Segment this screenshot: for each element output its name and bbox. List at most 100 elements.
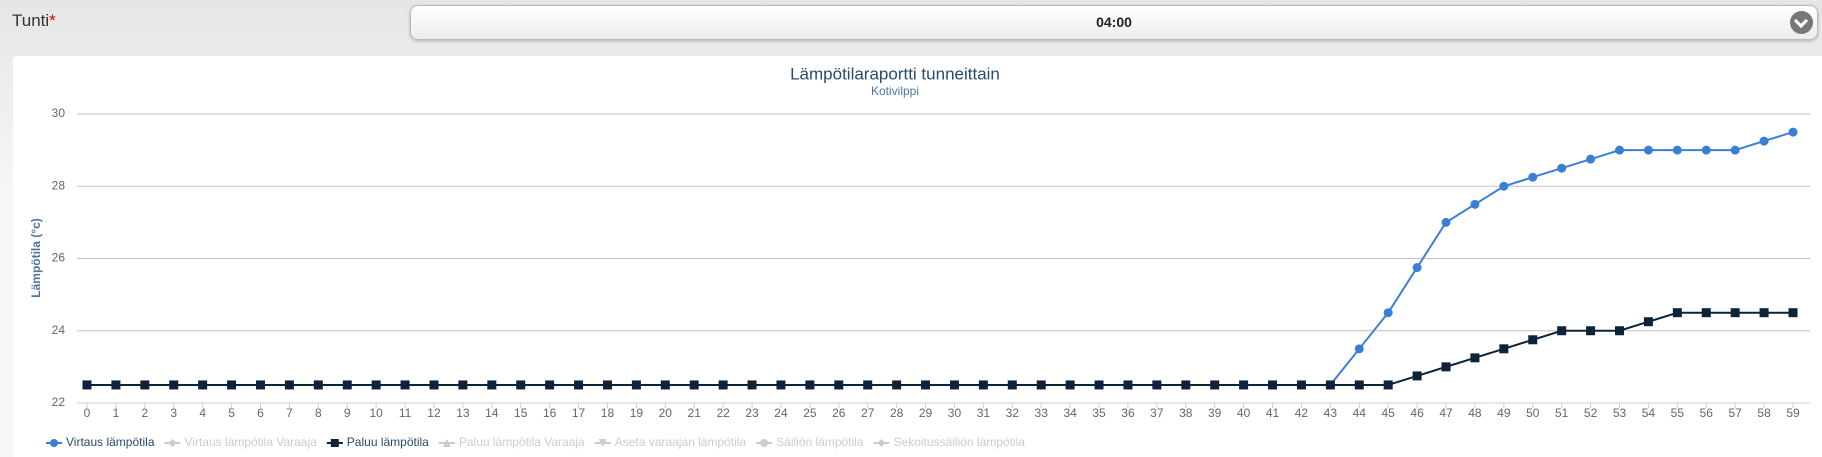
x-tick-label: 13 <box>456 406 470 420</box>
legend-marker <box>50 439 58 447</box>
y-tick-label: 26 <box>52 251 66 265</box>
chart-subtitle: Kotivilppi <box>871 84 919 98</box>
x-tick-label: 16 <box>543 406 557 420</box>
x-tick-label: 2 <box>141 406 148 420</box>
data-point <box>1152 380 1162 390</box>
data-point <box>1065 380 1075 390</box>
data-point <box>1470 353 1480 363</box>
data-point <box>1499 181 1509 191</box>
legend-item[interactable]: Säiliön lämpötila <box>776 435 864 449</box>
hour-select[interactable]: 04:00 <box>410 5 1818 40</box>
x-tick-label: 32 <box>1006 406 1020 420</box>
y-axis-label: Lämpötila (°c) <box>29 218 43 297</box>
x-tick-label: 8 <box>315 406 322 420</box>
data-point <box>1239 380 1249 390</box>
data-point <box>949 380 959 390</box>
x-tick-label: 53 <box>1613 406 1627 420</box>
x-tick-label: 42 <box>1295 406 1309 420</box>
data-point <box>140 380 150 390</box>
legend-marker <box>168 439 177 447</box>
data-point <box>1643 145 1653 155</box>
legend-item[interactable]: Paluu lämpötila <box>347 435 429 449</box>
x-tick-label: 43 <box>1324 406 1338 420</box>
data-point <box>892 380 902 390</box>
x-tick-label: 31 <box>977 406 991 420</box>
x-tick-label: 27 <box>861 406 875 420</box>
data-point <box>776 380 786 390</box>
x-tick-label: 46 <box>1410 406 1424 420</box>
legend-marker <box>877 439 886 447</box>
x-tick-label: 23 <box>745 406 759 420</box>
data-point <box>1788 308 1798 318</box>
x-tick-label: 14 <box>485 406 499 420</box>
data-point <box>1210 380 1220 390</box>
data-point <box>255 380 265 390</box>
x-tick-label: 26 <box>832 406 846 420</box>
x-tick-label: 29 <box>919 406 933 420</box>
x-tick-label: 51 <box>1555 406 1569 420</box>
x-tick-label: 48 <box>1468 406 1482 420</box>
data-point <box>1586 326 1596 336</box>
x-tick-label: 59 <box>1786 406 1800 420</box>
x-tick-label: 21 <box>688 406 702 420</box>
data-point <box>342 380 352 390</box>
data-point <box>805 380 815 390</box>
data-point <box>1412 263 1422 273</box>
data-point <box>284 380 294 390</box>
x-tick-label: 54 <box>1642 406 1656 420</box>
data-point <box>718 380 728 390</box>
legend-item[interactable]: Aseta varaajan lämpötila <box>615 435 747 449</box>
data-point <box>487 380 497 390</box>
legend-marker <box>442 439 451 447</box>
data-point <box>198 380 208 390</box>
x-tick-label: 44 <box>1353 406 1367 420</box>
x-tick-label: 49 <box>1497 406 1511 420</box>
x-tick-label: 24 <box>774 406 788 420</box>
x-tick-label: 18 <box>601 406 615 420</box>
chart-title: Lämpötilaraportti tunneittain <box>790 64 1000 83</box>
data-point <box>574 380 584 390</box>
label-text: Tunti <box>12 11 50 30</box>
dropdown-arrow[interactable] <box>1790 11 1813 34</box>
legend-item[interactable]: Paluu lämpötila Varaaja <box>459 435 585 449</box>
data-point <box>169 380 179 390</box>
data-point <box>1325 380 1335 390</box>
x-tick-label: 25 <box>803 406 817 420</box>
data-point <box>1788 127 1798 137</box>
x-tick-label: 39 <box>1208 406 1222 420</box>
y-tick-label: 28 <box>52 178 66 192</box>
data-point <box>1615 326 1625 336</box>
x-tick-label: 20 <box>659 406 673 420</box>
data-point <box>1296 380 1306 390</box>
select-value: 04:00 <box>1096 14 1132 30</box>
data-point <box>1759 308 1769 318</box>
data-point <box>1354 344 1364 354</box>
x-tick-label: 9 <box>344 406 351 420</box>
x-tick-label: 40 <box>1237 406 1251 420</box>
x-tick-label: 35 <box>1092 406 1106 420</box>
x-tick-label: 10 <box>369 406 383 420</box>
data-point <box>1499 344 1509 354</box>
data-point <box>1672 308 1682 318</box>
data-point <box>1441 362 1451 372</box>
data-point <box>1268 380 1278 390</box>
data-point <box>516 380 526 390</box>
field-label: Tunti* <box>12 11 56 31</box>
legend-item[interactable]: Virtaus lämpötila Varaaja <box>185 435 318 449</box>
data-point <box>1181 380 1191 390</box>
legend-item[interactable]: Virtaus lämpötila <box>66 435 155 449</box>
legend-item[interactable]: Sekoitussäiliön lämpötila <box>894 435 1026 449</box>
legend-marker <box>598 439 607 447</box>
x-tick-label: 17 <box>572 406 586 420</box>
x-tick-label: 19 <box>630 406 644 420</box>
x-tick-label: 28 <box>890 406 904 420</box>
data-point <box>111 380 121 390</box>
x-tick-label: 1 <box>113 406 120 420</box>
legend-marker <box>330 439 339 447</box>
x-tick-label: 41 <box>1266 406 1280 420</box>
x-tick-label: 52 <box>1584 406 1598 420</box>
x-tick-label: 45 <box>1382 406 1396 420</box>
data-point <box>1730 145 1740 155</box>
data-point <box>458 380 468 390</box>
